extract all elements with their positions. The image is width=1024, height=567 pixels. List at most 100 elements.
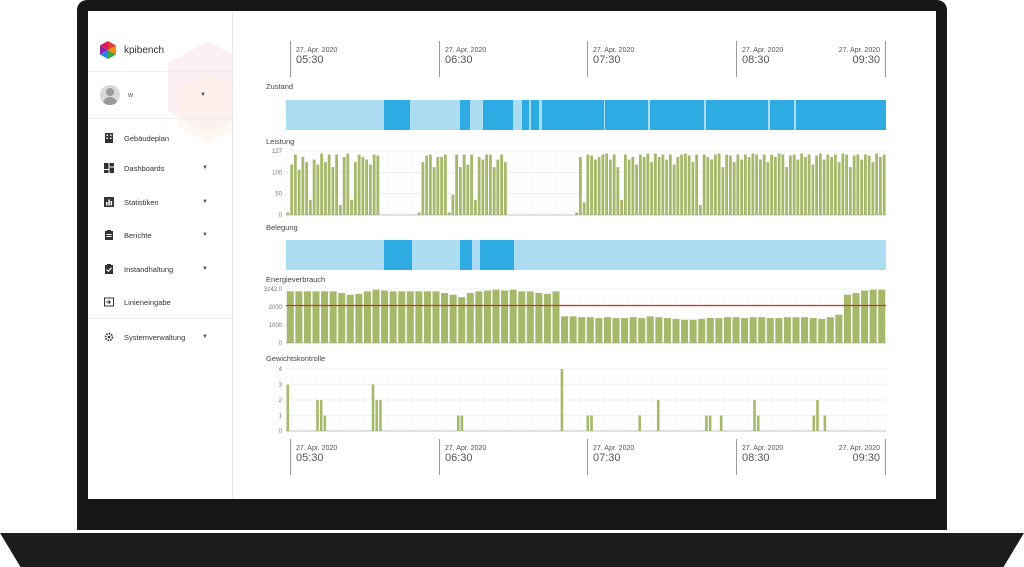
bar [775,318,783,343]
sidebar-item-instandhaltung[interactable]: Instandhaltung ▼ [88,252,232,286]
state-segment[interactable] [531,100,539,130]
bar [719,415,723,431]
y-tick-label: 50 [275,192,282,198]
bar [350,199,354,215]
bar [363,291,371,343]
state-segment[interactable] [522,100,529,130]
sidebar-item-gebaeudeplan[interactable]: Gebäudeplan [88,121,232,155]
sidebar-item-berichte[interactable]: Berichte ▼ [88,218,232,252]
bar [586,415,590,431]
occupancy-segment[interactable] [480,240,514,270]
bar [290,164,294,215]
bar [473,199,477,215]
bar [323,162,327,215]
bar [518,291,526,343]
bar [375,400,379,431]
bar [421,162,425,215]
bar [833,154,837,215]
dashboard-icon [104,163,114,173]
bar [736,154,740,215]
bar [657,157,661,215]
bar [863,154,867,215]
time-tick: 27. Apr. 2020 09:30 [839,41,886,77]
bar [815,155,819,215]
tick-time: 07:30 [593,54,621,66]
bar [338,204,342,215]
kpibench-logo-icon [100,41,116,59]
occupancy-segment[interactable] [460,240,472,270]
bar [496,159,500,215]
bar [698,318,706,343]
bar [721,167,725,215]
tick-date: 27. Apr. 2020 [838,47,880,54]
state-segment[interactable] [706,100,768,130]
sidebar-divider [88,318,232,319]
bar [875,153,879,215]
user-menu[interactable]: w ▼ [88,71,232,119]
bar [443,154,447,215]
bar [715,318,723,343]
occupancy-segment[interactable] [384,240,412,270]
bar [569,316,577,343]
bar [425,155,429,215]
bar [316,400,319,431]
bar [475,291,483,343]
state-segment[interactable] [605,100,648,130]
bar [747,157,751,215]
bar [672,164,676,215]
bar [428,154,432,215]
bar [503,162,507,215]
state-segment[interactable] [650,100,704,130]
bar [458,297,466,343]
bar [878,289,886,343]
brand[interactable]: kpibench [100,41,164,59]
bar [582,202,586,215]
bar [488,154,492,215]
bar [376,155,380,215]
state-segment[interactable] [483,100,513,130]
bar [338,293,346,343]
sidebar-item-linieneingabe[interactable]: Linieneingabe [88,285,232,319]
bar [788,155,792,215]
state-segment[interactable] [796,100,886,130]
bar [353,162,357,215]
leistung-chart: 127 100 50 0 [272,149,887,219]
zustand-timeline[interactable] [286,100,886,130]
y-tick-label: 0 [279,213,283,219]
state-segment[interactable] [542,100,604,130]
sidebar-item-dashboards[interactable]: Dashboards ▼ [88,151,232,185]
clipboard-icon [105,230,113,240]
bar [631,157,635,215]
belegung-timeline[interactable] [286,240,886,270]
bar [661,154,665,215]
bar [432,167,436,215]
sidebar-item-systemverwaltung[interactable]: Systemverwaltung ▼ [88,320,232,354]
tick-time: 07:30 [593,452,621,464]
time-tick: 27. Apr. 2020 05:30 [290,439,337,475]
bar [878,157,882,215]
bar [406,291,414,343]
energie-chart: 3243.0 2000 1000 0 [264,287,887,347]
state-segment[interactable] [460,100,470,130]
sidebar-item-statistiken[interactable]: Statistiken ▼ [88,185,232,219]
bar [466,293,474,343]
state-segment[interactable] [770,100,794,130]
bar [458,167,462,215]
bar [629,317,637,343]
bar [770,154,774,215]
bar [295,291,303,343]
sidebar-item-label: Statistiken [124,197,159,207]
bar [601,154,605,215]
sidebar-item-label: Berichte [124,230,152,240]
bar [586,154,590,215]
bar [826,317,834,343]
bar [500,154,504,215]
tick-time: 05:30 [296,452,324,464]
bar [728,155,732,215]
bar [590,155,594,215]
bar [323,415,327,431]
bar [702,154,706,215]
time-tick: 27. Apr. 2020 05:30 [290,41,337,77]
state-segment[interactable] [384,100,410,130]
bar [638,154,642,215]
